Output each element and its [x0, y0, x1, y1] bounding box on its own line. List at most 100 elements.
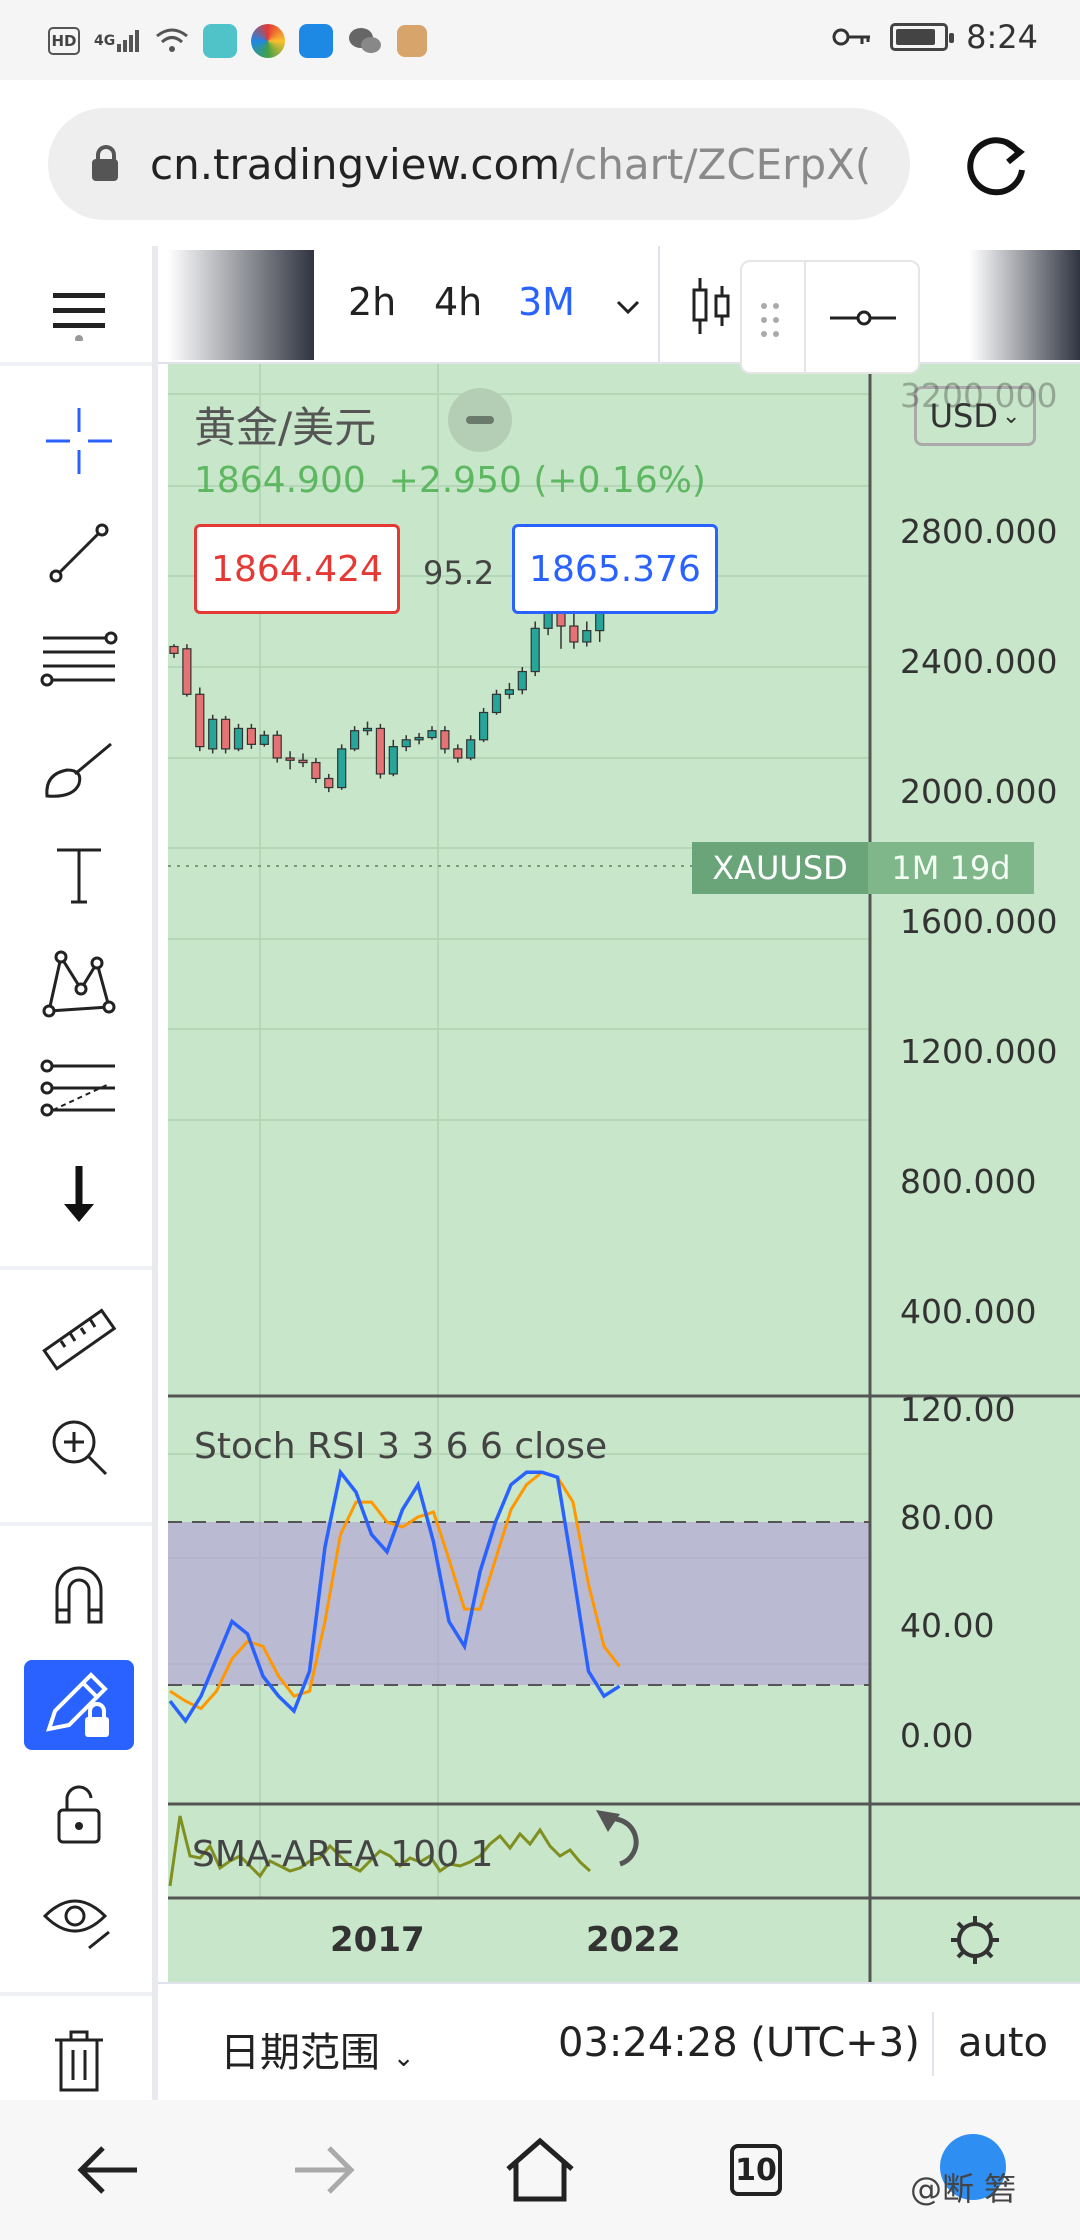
menu-button[interactable] — [24, 266, 134, 356]
magnet-tool[interactable] — [24, 1550, 134, 1640]
delete-tool[interactable] — [24, 2016, 134, 2106]
edge-icon — [299, 24, 334, 58]
text-tool[interactable] — [24, 830, 134, 920]
visibility-tool[interactable] — [24, 1876, 134, 1966]
last-price: 1864.900 — [194, 460, 366, 501]
chevron-down-icon: ⌄ — [1001, 403, 1021, 429]
unlock-tool[interactable] — [24, 1770, 134, 1860]
toolbar-divider — [658, 246, 660, 362]
candle-up — [208, 718, 218, 750]
floating-drawing-toolbar[interactable] — [740, 260, 920, 374]
network-indicator: 4G — [94, 28, 141, 54]
candle-down — [195, 693, 205, 748]
toolbar-divider — [0, 1522, 152, 1526]
measure-tool[interactable] — [24, 1296, 134, 1386]
crosshair-tool[interactable] — [24, 396, 134, 486]
stoch-rsi-title[interactable]: Stoch RSI 3 3 6 6 close — [194, 1426, 608, 1467]
brush-icon — [45, 742, 112, 798]
watermark: @断 箬 — [910, 2170, 1017, 2208]
candle-up — [466, 739, 476, 759]
url-bar[interactable]: cn.tradingview.com/chart/ZCErpX( — [48, 108, 910, 220]
undo-icon — [596, 1810, 639, 1867]
indicator-tick: 40.00 — [900, 1606, 995, 1645]
candle-down — [440, 730, 450, 750]
hd-indicator: HD — [48, 27, 80, 55]
candle-down — [272, 734, 282, 759]
currency-selector[interactable]: USD ⌄ — [914, 386, 1036, 446]
date-range-selector[interactable]: 日期范围 ⌄ — [220, 2020, 415, 2078]
indicator-tick: 120.00 — [900, 1390, 1016, 1429]
collapse-legend-button[interactable] — [448, 388, 512, 452]
pattern-tool[interactable] — [24, 936, 134, 1026]
back-button[interactable] — [68, 2130, 148, 2210]
badge-symbol: XAUUSD — [712, 849, 848, 887]
auto-scale-button[interactable]: auto — [958, 2020, 1049, 2066]
floating-assistant-icon — [940, 2134, 1006, 2200]
candle-up — [479, 711, 489, 741]
candle-down — [569, 625, 579, 643]
arrow-left-icon — [77, 2146, 137, 2194]
arrow-tool[interactable] — [24, 1150, 134, 1240]
symbol-title[interactable]: 黄金/美元 — [194, 403, 377, 452]
timezone-clock[interactable]: 03:24:28 (UTC+3) — [558, 2020, 920, 2066]
candle-up — [233, 727, 244, 750]
price-change: +2.950 — [388, 460, 522, 501]
timeframe-4h[interactable]: 4h — [434, 280, 483, 324]
fib-retracement-icon — [40, 631, 118, 687]
timeframe-2h[interactable]: 2h — [348, 280, 397, 324]
forecast-icon — [40, 1059, 115, 1117]
trendline-icon — [49, 523, 109, 583]
scroll-fade-right — [970, 250, 1080, 360]
mascot-icon — [397, 25, 428, 57]
chart-area[interactable]: 黄金/美元 1864.900 +2.950 (+0.16%) 1864.424 … — [168, 364, 1080, 1982]
candle-up — [388, 746, 398, 775]
forward-button[interactable] — [284, 2130, 364, 2210]
zoom-tool[interactable] — [24, 1402, 134, 1492]
sma-area-title[interactable]: SMA-AREA 100 1 — [192, 1834, 494, 1875]
ruler-icon — [42, 1308, 117, 1371]
url-text[interactable]: cn.tradingview.com/chart/ZCErpX( — [150, 140, 871, 189]
pencil-lock-icon — [46, 1672, 109, 1737]
price-tick: 2000.000 — [900, 772, 1058, 811]
indicator-tick: 80.00 — [900, 1498, 995, 1537]
eye-icon — [42, 1899, 110, 1950]
network-type: 4G — [94, 33, 116, 49]
candle-up — [259, 734, 269, 745]
lock-icon — [92, 145, 118, 181]
candles-icon[interactable] — [690, 276, 734, 336]
candle-down — [169, 645, 179, 654]
key-icon — [832, 28, 871, 46]
floatbox-divider — [804, 262, 806, 372]
battery-fill — [896, 29, 936, 45]
stoch-band — [168, 1522, 870, 1685]
lock-drawings-tool[interactable] — [24, 1660, 134, 1750]
candle-up — [414, 736, 424, 741]
drag-handle-icon[interactable] — [758, 300, 782, 340]
horizontal-ray-icon[interactable] — [828, 306, 898, 330]
buy-button[interactable]: 1865.376 — [512, 524, 718, 614]
drawing-toolbar — [0, 246, 158, 2100]
currency-label: USD — [929, 397, 998, 435]
chevron-down-icon[interactable] — [614, 298, 642, 316]
price-tick: 2400.000 — [900, 642, 1058, 681]
signal-icon — [117, 30, 140, 52]
photos-icon — [251, 24, 286, 58]
candle-up — [517, 670, 527, 691]
home-button[interactable] — [500, 2130, 580, 2210]
price-tick: 400.000 — [900, 1292, 1037, 1331]
reload-icon[interactable] — [962, 130, 1032, 200]
settings-gear-icon — [951, 1916, 999, 1964]
scroll-fade-left — [168, 250, 314, 360]
prediction-tool[interactable] — [24, 1044, 134, 1134]
chevron-down-icon: ⌄ — [392, 2043, 415, 2073]
candle-down — [246, 727, 257, 745]
price-tick: 1600.000 — [900, 902, 1058, 941]
timeframe-3m[interactable]: 3M — [518, 280, 575, 324]
url-path: /chart/ZCErpX( — [560, 139, 872, 189]
fib-tool[interactable] — [24, 616, 134, 706]
tabs-button[interactable]: 10 — [716, 2130, 796, 2210]
sell-button[interactable]: 1864.424 — [194, 524, 400, 614]
trendline-tool[interactable] — [24, 508, 134, 598]
brush-tool[interactable] — [24, 724, 134, 814]
home-icon — [506, 2137, 574, 2202]
